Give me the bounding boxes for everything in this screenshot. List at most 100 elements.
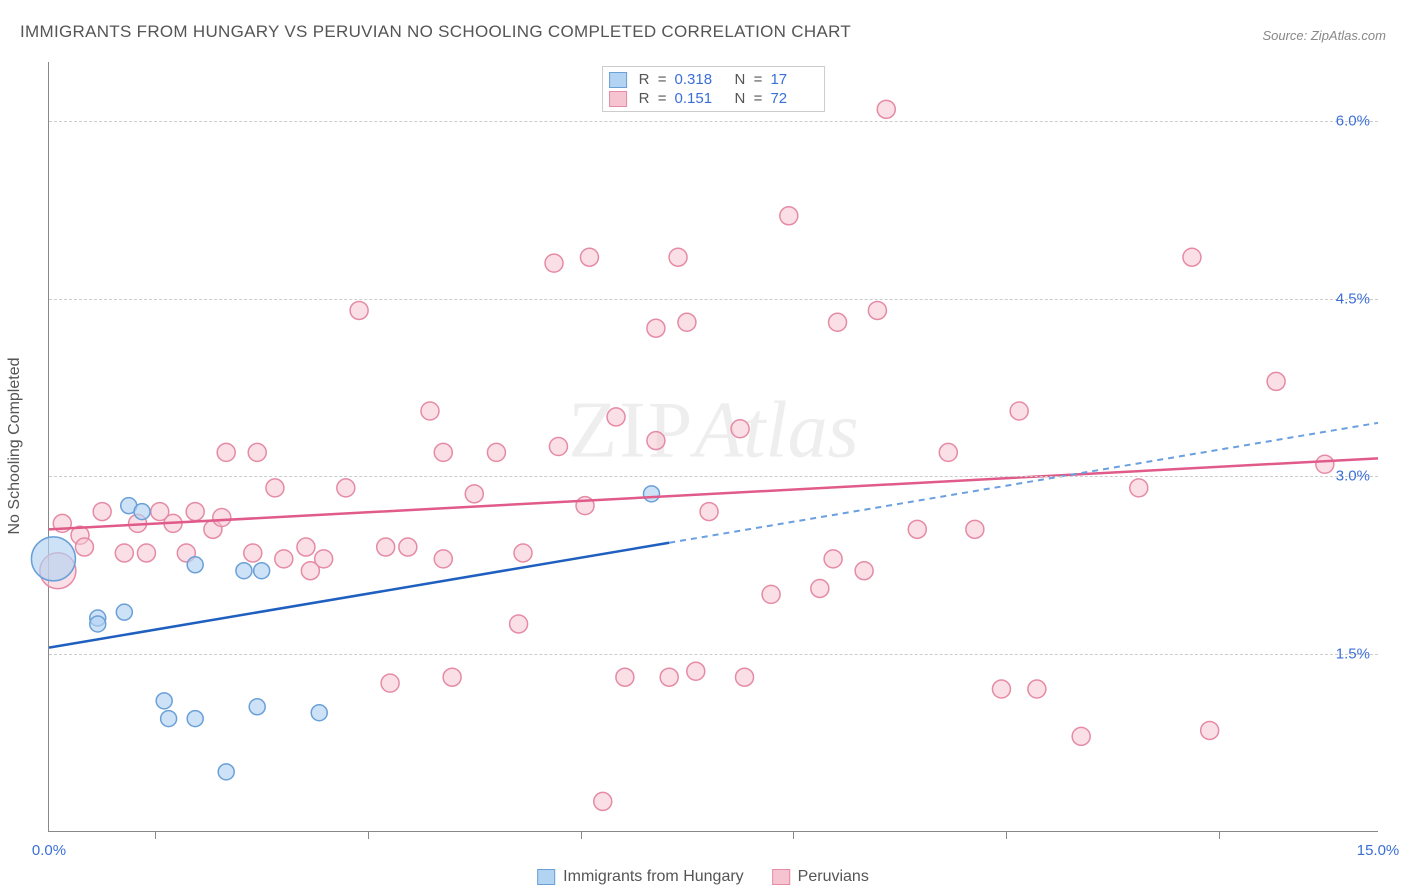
scatter-point	[868, 301, 886, 319]
scatter-point	[669, 248, 687, 266]
x-tick-mark	[793, 831, 794, 839]
y-tick-label: 4.5%	[1336, 290, 1370, 307]
scatter-point	[90, 616, 106, 632]
gridline	[49, 299, 1378, 300]
scatter-point	[399, 538, 417, 556]
scatter-point	[660, 668, 678, 686]
scatter-point	[337, 479, 355, 497]
scatter-point	[939, 443, 957, 461]
scatter-point	[549, 438, 567, 456]
x-tick-mark	[1219, 831, 1220, 839]
scatter-point	[421, 402, 439, 420]
scatter-point	[137, 544, 155, 562]
scatter-point	[1072, 727, 1090, 745]
chart-title: IMMIGRANTS FROM HUNGARY VS PERUVIAN NO S…	[20, 22, 851, 42]
scatter-point	[678, 313, 696, 331]
scatter-point	[966, 520, 984, 538]
legend-label-peruvian: Peruvians	[798, 868, 869, 886]
scatter-point	[297, 538, 315, 556]
scatter-point	[161, 711, 177, 727]
scatter-point	[647, 319, 665, 337]
scatter-point	[218, 764, 234, 780]
scatter-point	[1316, 455, 1334, 473]
scatter-point	[1010, 402, 1028, 420]
scatter-point	[1201, 721, 1219, 739]
scatter-point	[275, 550, 293, 568]
scatter-point	[855, 562, 873, 580]
scatter-point	[647, 432, 665, 450]
scatter-point	[311, 705, 327, 721]
scatter-point	[487, 443, 505, 461]
peruvian-r-value: 0.151	[675, 90, 723, 107]
r-label: R =	[639, 71, 667, 88]
x-tick-label: 0.0%	[32, 842, 66, 859]
scatter-point	[514, 544, 532, 562]
scatter-point	[249, 699, 265, 715]
legend-item-hungary: Immigrants from Hungary	[537, 868, 744, 886]
scatter-point	[824, 550, 842, 568]
scatter-point	[315, 550, 333, 568]
scatter-point	[736, 668, 754, 686]
scatter-point	[443, 668, 461, 686]
chart-container: IMMIGRANTS FROM HUNGARY VS PERUVIAN NO S…	[0, 0, 1406, 892]
stats-row-peruvian: R = 0.151 N = 72	[609, 89, 819, 108]
scatter-point	[187, 711, 203, 727]
scatter-point	[248, 443, 266, 461]
scatter-point	[93, 503, 111, 521]
scatter-point	[1130, 479, 1148, 497]
scatter-point	[236, 563, 252, 579]
y-tick-label: 3.0%	[1336, 468, 1370, 485]
scatter-point	[780, 207, 798, 225]
legend-swatch-hungary	[537, 869, 555, 885]
plot-svg	[49, 62, 1378, 831]
plot-area: ZIPAtlas R = 0.318 N = 17 R = 0.151 N = …	[48, 62, 1378, 832]
legend-label-hungary: Immigrants from Hungary	[563, 868, 744, 886]
x-tick-mark	[368, 831, 369, 839]
scatter-point	[594, 792, 612, 810]
scatter-point	[616, 668, 634, 686]
x-tick-mark	[155, 831, 156, 839]
y-tick-label: 1.5%	[1336, 645, 1370, 662]
trend-line	[669, 423, 1378, 543]
hungary-n-value: 17	[770, 71, 818, 88]
scatter-point	[244, 544, 262, 562]
scatter-point	[217, 443, 235, 461]
scatter-point	[156, 693, 172, 709]
scatter-point	[434, 550, 452, 568]
scatter-point	[1183, 248, 1201, 266]
scatter-point	[434, 443, 452, 461]
scatter-point	[992, 680, 1010, 698]
scatter-point	[687, 662, 705, 680]
swatch-hungary	[609, 72, 627, 88]
stats-row-hungary: R = 0.318 N = 17	[609, 70, 819, 89]
scatter-point	[31, 537, 75, 581]
gridline	[49, 476, 1378, 477]
gridline	[49, 121, 1378, 122]
scatter-point	[381, 674, 399, 692]
source-attribution: Source: ZipAtlas.com	[1262, 28, 1386, 43]
legend-swatch-peruvian	[772, 869, 790, 885]
peruvian-n-value: 72	[770, 90, 818, 107]
bottom-legend: Immigrants from Hungary Peruvians	[537, 868, 869, 886]
scatter-point	[643, 486, 659, 502]
legend-item-peruvian: Peruvians	[772, 868, 869, 886]
scatter-point	[1028, 680, 1046, 698]
y-axis-label: No Schooling Completed	[6, 358, 24, 535]
scatter-point	[187, 557, 203, 573]
scatter-point	[116, 604, 132, 620]
n-label: N =	[735, 90, 763, 107]
scatter-point	[510, 615, 528, 633]
scatter-point	[877, 100, 895, 118]
scatter-point	[377, 538, 395, 556]
hungary-r-value: 0.318	[675, 71, 723, 88]
scatter-point	[115, 544, 133, 562]
scatter-point	[811, 579, 829, 597]
n-label: N =	[735, 71, 763, 88]
source-link[interactable]: ZipAtlas.com	[1311, 28, 1386, 43]
scatter-point	[762, 585, 780, 603]
gridline	[49, 654, 1378, 655]
source-prefix: Source:	[1262, 28, 1310, 43]
scatter-point	[134, 504, 150, 520]
x-tick-mark	[581, 831, 582, 839]
x-tick-label: 15.0%	[1357, 842, 1400, 859]
